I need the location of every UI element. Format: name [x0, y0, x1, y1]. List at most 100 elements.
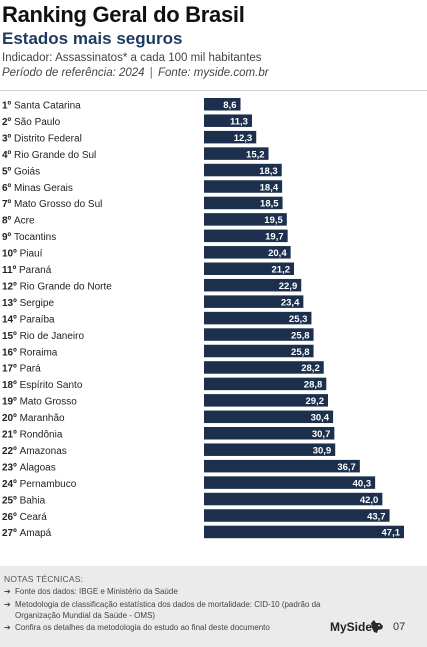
period-text: Período de referência: 2024	[2, 67, 145, 79]
category-label: 20º Maranhão	[2, 413, 65, 424]
data-label: 11,3	[230, 116, 248, 127]
data-label: 8,6	[223, 100, 236, 111]
category-label: 16º Roraima	[2, 347, 58, 358]
data-label: 18,5	[260, 199, 279, 210]
data-label: 30,7	[312, 429, 331, 440]
ranking-bar-chart: 1º Santa Catarina 8,6 2º São Paulo 11,3 3º D…	[2, 98, 404, 539]
bar	[204, 163, 282, 177]
page-title: Ranking Geral do Brasil	[2, 2, 245, 27]
category-label: 21º Rondônia	[2, 430, 63, 441]
data-label: 40,3	[353, 478, 372, 489]
page-number: 07	[393, 621, 406, 633]
bar	[204, 180, 283, 193]
category-label: 2º São Paulo	[2, 117, 61, 128]
category-label: 24º Pernambuco	[2, 479, 77, 490]
category-label: 27º Amapá	[2, 528, 52, 539]
bar	[204, 476, 376, 489]
bar	[204, 295, 304, 308]
data-label: 19,5	[264, 215, 283, 226]
category-label: 9º Tocantins	[2, 232, 56, 243]
note-text: Metodologia de classificação estatística…	[15, 600, 321, 620]
brand-logo: MySide	[330, 620, 373, 634]
data-label: 12,3	[234, 133, 253, 144]
data-label: 30,9	[313, 445, 332, 456]
arrow-right-icon: ➔	[4, 587, 11, 596]
category-label: 14º Paraíba	[2, 314, 55, 325]
bar	[204, 278, 302, 292]
category-label: 11º Paraná	[2, 265, 52, 276]
page-subtitle: Estados mais seguros	[2, 29, 183, 48]
category-label: 26º Ceará	[2, 512, 47, 523]
bar	[204, 311, 312, 325]
source-text: Fonte: myside.com.br	[157, 67, 269, 79]
note-item: ➔ Metodologia de classificação estatístic…	[4, 600, 394, 621]
indicator-text: Indicador: Assassinatos* a cada 100 mil …	[2, 52, 262, 64]
category-label: 7º Mato Grosso do Sul	[2, 199, 102, 210]
data-label: 20,4	[268, 248, 287, 259]
category-label: 3º Distrito Federal	[2, 133, 82, 144]
period-source-line: Período de referência: 2024 | Fonte: mys…	[2, 67, 269, 79]
bar	[204, 229, 288, 243]
header-divider	[0, 90, 427, 91]
data-label: 28,8	[304, 380, 323, 391]
dog-head-icon	[371, 620, 383, 633]
data-label: 23,4	[281, 297, 300, 308]
note-text: Confira os detalhes da metodologia do es…	[15, 623, 270, 632]
data-label: 42,0	[360, 495, 379, 506]
category-label: 23º Alagoas	[2, 462, 56, 473]
footer: NOTAS TÉCNICAS: ➔ Fonte dos dados: IBGE e…	[0, 566, 427, 647]
data-label: 28,2	[301, 363, 320, 374]
category-label: 13º Sergipe	[2, 298, 54, 309]
bar	[204, 262, 295, 275]
data-label: 43,7	[367, 511, 386, 522]
data-label: 30,4	[311, 413, 330, 424]
bar	[204, 509, 390, 522]
category-label: 1º Santa Catarina	[2, 101, 81, 112]
bar	[204, 410, 334, 424]
data-label: 25,8	[291, 330, 310, 341]
data-label: 36,7	[337, 462, 356, 473]
separator: |	[149, 67, 153, 79]
bar	[204, 525, 404, 539]
note-item: ➔ Confira os detalhes da metodologia do e…	[4, 623, 394, 634]
category-label: 18º Espírito Santo	[2, 380, 83, 391]
note-text: Fonte dos dados: IBGE e Ministério da Sa…	[15, 587, 178, 596]
bar	[204, 328, 314, 341]
category-label: 5º Goiás	[2, 166, 40, 177]
category-label: 10º Piauí	[2, 249, 43, 260]
bar	[204, 196, 283, 210]
bar	[204, 213, 287, 226]
bar	[204, 114, 252, 127]
arrow-right-icon: ➔	[4, 623, 11, 632]
category-label: 6º Minas Gerais	[2, 183, 73, 194]
bar	[204, 98, 241, 111]
data-label: 29,2	[305, 396, 324, 407]
bar	[204, 344, 314, 358]
bar	[204, 492, 383, 506]
data-label: 21,2	[272, 265, 291, 276]
bar	[204, 394, 328, 407]
category-label: 4º Rio Grande do Sul	[2, 150, 96, 161]
bar	[204, 361, 324, 374]
data-label: 18,4	[260, 182, 279, 193]
bar	[204, 130, 257, 144]
category-label: 22º Amazonas	[2, 446, 67, 457]
data-label: 15,2	[246, 149, 265, 160]
notes-title: NOTAS TÉCNICAS:	[4, 574, 84, 584]
bar	[204, 459, 360, 473]
category-label: 8º Acre	[2, 216, 35, 227]
data-label: 25,8	[291, 347, 310, 358]
data-label: 18,3	[259, 166, 278, 177]
bar	[204, 377, 327, 391]
category-label: 12º Rio Grande do Norte	[2, 281, 112, 292]
category-label: 17º Pará	[2, 364, 41, 375]
bar	[204, 147, 269, 160]
note-item: ➔ Fonte dos dados: IBGE e Ministério da S…	[4, 587, 394, 598]
category-label: 19º Mato Grosso	[2, 397, 77, 408]
category-label: 15º Rio de Janeiro	[2, 331, 84, 342]
category-label: 25º Bahia	[2, 495, 46, 506]
data-label: 19,7	[265, 232, 284, 243]
bar	[204, 427, 335, 440]
data-label: 22,9	[279, 281, 298, 292]
arrow-right-icon: ➔	[4, 600, 11, 609]
